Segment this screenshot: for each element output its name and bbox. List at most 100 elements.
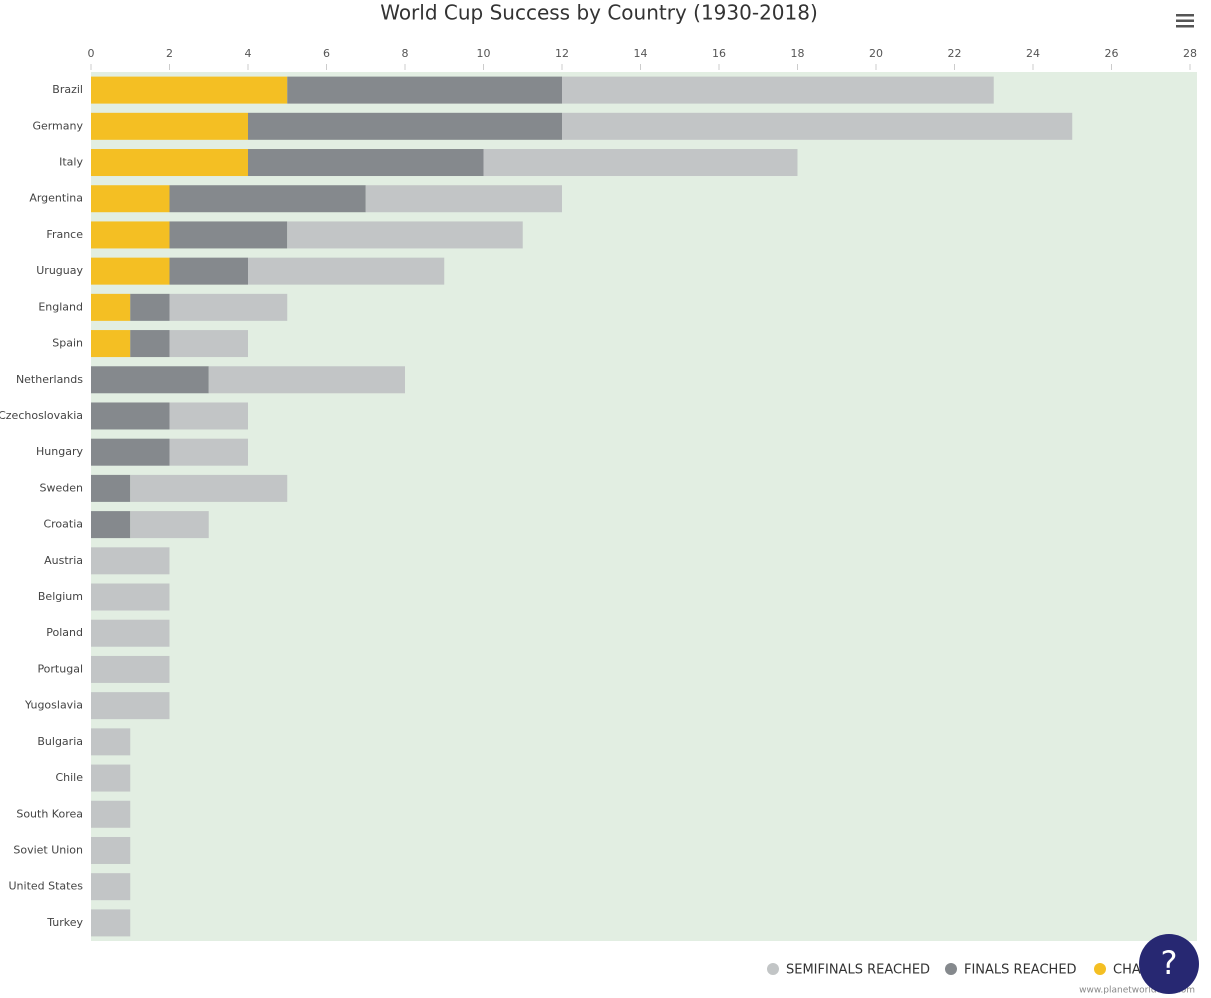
bar-segment: [91, 547, 170, 575]
x-tick-label: 28: [1183, 47, 1197, 60]
y-tick-label: Turkey: [46, 916, 83, 929]
legend-marker: [767, 963, 779, 975]
menu-line: [1176, 19, 1194, 22]
y-tick-label: Croatia: [43, 518, 83, 531]
bar-segment: [91, 836, 131, 864]
y-tick-label: Belgium: [38, 590, 83, 603]
bar-segment: [91, 149, 248, 177]
y-tick-label: Netherlands: [16, 373, 83, 386]
bar-segment: [91, 764, 131, 792]
x-tick-label: 26: [1105, 47, 1119, 60]
bar-segment: [91, 909, 131, 937]
x-tick-label: 6: [323, 47, 330, 60]
bar-segment: [91, 366, 209, 394]
y-tick-label: Italy: [59, 156, 83, 169]
x-tick-label: 12: [555, 47, 569, 60]
bar-segment: [91, 873, 131, 901]
legend-label: FINALS REACHED: [964, 963, 1077, 978]
bar-segment: [130, 330, 170, 358]
x-tick-label: 20: [869, 47, 883, 60]
bar-segment: [169, 221, 288, 249]
bar-segment: [169, 293, 288, 321]
bar-segment: [91, 293, 131, 321]
bar-segment: [91, 692, 170, 720]
help-circle: [1139, 934, 1199, 994]
bar-segment: [483, 149, 798, 177]
x-tick-label: 10: [477, 47, 491, 60]
bar-segment: [169, 257, 248, 285]
y-tick-label: Hungary: [36, 445, 83, 458]
bar-segment: [91, 800, 131, 828]
legend-marker: [1094, 963, 1106, 975]
y-tick-label: Portugal: [37, 662, 83, 675]
bar-segment: [91, 185, 170, 213]
bar-segment: [169, 438, 248, 466]
y-tick-label: France: [46, 228, 83, 241]
bar-segment: [169, 185, 366, 213]
bar-segment: [91, 257, 170, 285]
bar-segment: [208, 366, 405, 394]
x-tick-label: 24: [1026, 47, 1040, 60]
legend-marker: [945, 963, 957, 975]
y-tick-label: Austria: [44, 554, 83, 567]
bar-segment: [248, 149, 484, 177]
bar-segment: [91, 330, 131, 358]
bar-segment: [91, 728, 131, 756]
credit: www.planetworldcup.com: [1079, 986, 1195, 995]
bar-segment: [562, 112, 1073, 140]
bar-segment: [365, 185, 562, 213]
y-tick-label: Soviet Union: [13, 843, 83, 856]
bar-segment: [91, 76, 288, 104]
plot-background: [91, 72, 1197, 941]
bar-segment: [130, 511, 209, 539]
bar-segment: [91, 583, 170, 611]
y-tick-label: Bulgaria: [37, 735, 83, 748]
bar-segment: [248, 257, 445, 285]
bar-segment: [91, 438, 170, 466]
bar-segment: [91, 619, 170, 647]
bar-segment: [130, 474, 288, 502]
y-tick-label: Czechoslovakia: [0, 409, 83, 422]
y-tick-label: United States: [9, 880, 84, 893]
help-icon: ?: [1161, 944, 1178, 982]
x-tick-label: 8: [402, 47, 409, 60]
x-tick-label: 0: [88, 47, 95, 60]
bar-segment: [169, 402, 248, 430]
bar-segment: [169, 330, 248, 358]
y-tick-label: Sweden: [40, 481, 83, 494]
bar-segment: [287, 76, 562, 104]
help-button[interactable]: ?: [1139, 934, 1199, 994]
x-tick-label: 18: [791, 47, 805, 60]
y-tick-label: Uruguay: [36, 264, 83, 277]
bar-segment: [91, 511, 131, 539]
x-tick-label: 14: [634, 47, 648, 60]
x-tick-label: 4: [245, 47, 252, 60]
legend-label: SEMIFINALS REACHED: [786, 963, 930, 978]
bar-segment: [287, 221, 523, 249]
bar-segment: [91, 402, 170, 430]
bar-segment: [91, 655, 170, 683]
menu-line: [1176, 25, 1194, 28]
y-tick-label: Poland: [46, 626, 83, 639]
bar-segment: [130, 293, 170, 321]
y-tick-label: Chile: [55, 771, 83, 784]
bar-segment: [91, 474, 131, 502]
x-tick-label: 2: [166, 47, 173, 60]
y-tick-label: Argentina: [29, 192, 83, 205]
bar-segment: [562, 76, 994, 104]
bar-segment: [91, 112, 248, 140]
plot: 0 2 4 6 8 10 12 14 16 18 20 22 24 26 28BrazilGermanyIt…: [0, 47, 1197, 937]
x-tick-label: 22: [948, 47, 962, 60]
y-tick-label: Germany: [32, 119, 83, 132]
y-tick-label: South Korea: [16, 807, 83, 820]
bar-segment: [248, 112, 562, 140]
y-tick-label: Brazil: [52, 83, 83, 96]
bar-segment: [91, 221, 170, 249]
menu-icon[interactable]: [1176, 14, 1194, 28]
y-tick-label: Yugoslavia: [24, 699, 83, 712]
chart-title: World Cup Success by Country (1930-2018): [380, 1, 818, 25]
menu-line: [1176, 14, 1194, 17]
y-tick-label: England: [38, 300, 83, 313]
y-tick-label: Spain: [52, 337, 83, 350]
